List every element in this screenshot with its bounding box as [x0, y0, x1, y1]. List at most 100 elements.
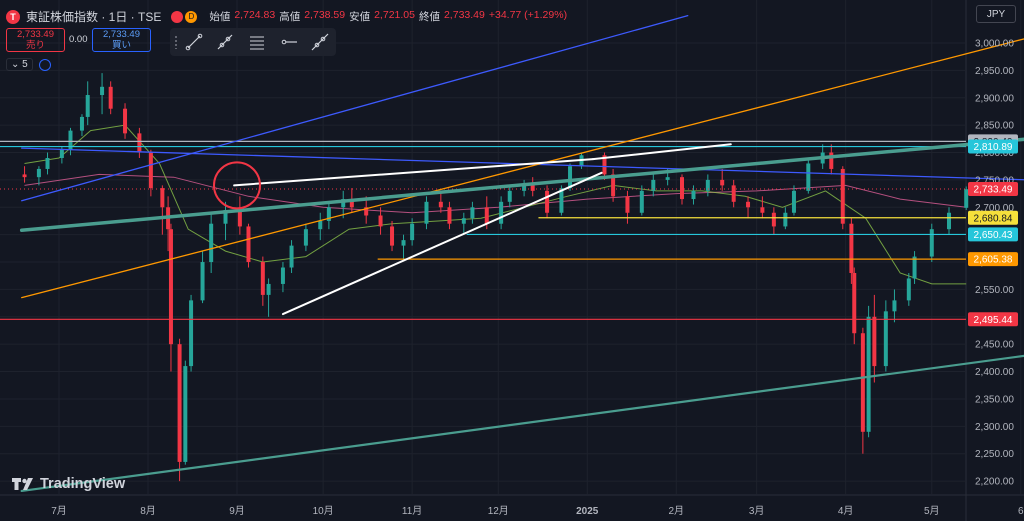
candle-body [559, 188, 564, 213]
candle-body [530, 185, 535, 191]
delay-badge: D [185, 10, 198, 23]
candle-body [349, 199, 354, 208]
candle-body [59, 149, 64, 158]
buy-button[interactable]: 2,733.49 買い [92, 28, 151, 52]
time-tick-label: 2025 [576, 506, 599, 517]
candle-body [866, 316, 871, 432]
extended-line-icon[interactable] [309, 31, 331, 53]
trend-line [20, 354, 1024, 493]
candle-body [79, 116, 84, 131]
candle-body [447, 207, 452, 224]
ray-icon[interactable] [214, 31, 236, 53]
chevron-down-icon: ⌄ [11, 59, 20, 70]
candle-body [401, 240, 406, 246]
candle-body [209, 223, 214, 263]
candle-body [410, 223, 415, 241]
candle-body [611, 174, 616, 197]
symbol-title[interactable]: 東証株価指数 · 1日 · TSE [26, 10, 162, 24]
candle-body [200, 262, 205, 301]
drag-handle-icon[interactable] [174, 35, 178, 49]
candle-body [318, 220, 323, 230]
time-tick-label: 7月 [51, 505, 67, 517]
candle-body [872, 316, 877, 367]
ma-long-line [24, 173, 967, 214]
spread-value: 0.00 [69, 34, 88, 45]
candle-body [840, 168, 845, 224]
candle-body [665, 177, 670, 180]
candle-body [100, 86, 105, 96]
sell-price: 2,733.49 [17, 29, 54, 40]
candle-body [691, 190, 696, 200]
price-axis[interactable]: 3,000.002,950.002,900.002,850.002,800.00… [968, 39, 1018, 488]
moving-averages [24, 124, 967, 285]
price-tick-label: 3,000.00 [975, 39, 1014, 50]
candle-body [22, 174, 27, 178]
change-value: +34.77 (+1.29%) [488, 9, 568, 21]
price-tick-label: 2,200.00 [975, 477, 1014, 488]
trend-line [233, 158, 594, 187]
candle-body [912, 256, 917, 279]
candle-body [705, 179, 710, 191]
candle-body [860, 333, 865, 432]
candle-body [266, 283, 271, 295]
candle-body [791, 190, 796, 213]
indicator-count: 5 [22, 59, 28, 70]
time-tick-label: 11月 [402, 505, 422, 517]
trend-line-icon[interactable] [183, 31, 205, 53]
price-tick-label: 2,300.00 [975, 422, 1014, 433]
candle-body [499, 201, 504, 224]
price-tick-label: 2,750.00 [975, 175, 1014, 186]
candle-body [341, 199, 346, 208]
trend-line [19, 137, 1024, 233]
data-window-icon[interactable] [38, 58, 51, 71]
time-tick-label: 8月 [140, 505, 156, 517]
chart-header: T 東証株価指数 · 1日 · TSE D 始値 2,724.83 高値 2,738… [6, 8, 567, 25]
candle-body [148, 152, 153, 189]
low-value: 2,721.05 [374, 9, 415, 21]
market-status[interactable]: D [171, 10, 198, 23]
candle-body [731, 185, 736, 202]
candle-body [929, 229, 934, 257]
price-label: 2,810.89 [974, 142, 1013, 153]
candle-body [289, 245, 294, 268]
candle-body [522, 185, 527, 191]
market-dot-icon [171, 10, 184, 23]
horizontal-ray-icon[interactable] [278, 31, 300, 53]
candle-body [183, 366, 188, 462]
tradingview-brand[interactable]: TradingView [12, 476, 125, 492]
candle-body [36, 168, 41, 178]
candle-body [303, 229, 308, 246]
price-tick-label: 2,250.00 [975, 449, 1014, 460]
price-label-bg [968, 252, 1018, 267]
open-label: 始値 [209, 11, 231, 23]
buy-label: 買い [111, 40, 131, 51]
candle-body [639, 190, 644, 213]
currency-selector[interactable]: JPY [976, 5, 1016, 23]
price-label: 2,733.49 [974, 184, 1013, 195]
price-tick-label: 2,350.00 [975, 394, 1014, 405]
time-tick-label: 3月 [749, 505, 765, 517]
candle-body [177, 344, 182, 462]
drawing-toolbar [170, 28, 336, 56]
candle-body [160, 188, 165, 208]
high-value: 2,738.59 [304, 9, 346, 21]
candle-body [906, 278, 911, 301]
fib-lines-icon[interactable] [246, 31, 268, 53]
trend-line [21, 38, 1024, 299]
candle-body [760, 207, 765, 213]
price-label: 2,605.38 [974, 255, 1013, 266]
price-label: 2,650.43 [974, 230, 1013, 241]
sell-button[interactable]: 2,733.49 売り [6, 28, 65, 52]
price-label-bg [968, 312, 1018, 327]
indicator-collapse[interactable]: ⌄ 5 [6, 58, 33, 71]
price-tick-label: 2,400.00 [975, 367, 1014, 378]
trend-line [592, 143, 732, 161]
time-axis[interactable]: 7月 8月 9月 10月 11月 12月 2025 2月 3月 4月 5月 6 [51, 505, 1024, 517]
indicator-toggle[interactable]: ⌄ 5 [6, 58, 51, 71]
trend-line [281, 171, 603, 316]
candle-body [390, 226, 395, 246]
candle-body [123, 108, 128, 134]
close-value: 2,733.49 [443, 9, 485, 21]
time-tick-label: 9月 [229, 505, 245, 517]
